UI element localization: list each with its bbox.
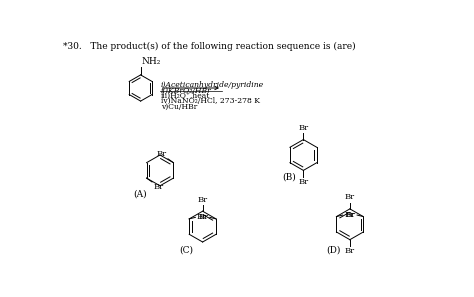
Text: *30.   The product(s) of the following reaction sequence is (are): *30. The product(s) of the following rea… [63, 42, 356, 51]
Text: ii)KBrO₂/HBr: ii)KBrO₂/HBr [161, 86, 211, 94]
Text: Br: Br [345, 193, 355, 201]
Text: Br: Br [198, 213, 208, 221]
Text: Br: Br [156, 150, 166, 158]
Text: i)Aceticanhydride/pyridine: i)Aceticanhydride/pyridine [161, 81, 264, 89]
Text: Br: Br [344, 211, 355, 219]
Text: Br: Br [346, 211, 356, 219]
Text: iv)NaNO₂/HCl, 273-278 K: iv)NaNO₂/HCl, 273-278 K [161, 97, 260, 105]
Text: (B): (B) [283, 173, 296, 182]
Text: Br: Br [298, 124, 309, 132]
Text: (A): (A) [133, 190, 146, 199]
Text: Br: Br [298, 178, 309, 186]
Text: v)Cu/HBr: v)Cu/HBr [161, 103, 197, 110]
Text: Br: Br [345, 247, 355, 255]
Text: NH₂: NH₂ [141, 57, 161, 67]
Text: iii)H₂O⁺,heat: iii)H₂O⁺,heat [161, 92, 210, 100]
Text: Br: Br [198, 195, 208, 203]
Text: (C): (C) [179, 245, 193, 254]
Text: (D): (D) [327, 245, 341, 254]
Text: Br: Br [154, 183, 164, 191]
Text: Br: Br [197, 213, 207, 221]
